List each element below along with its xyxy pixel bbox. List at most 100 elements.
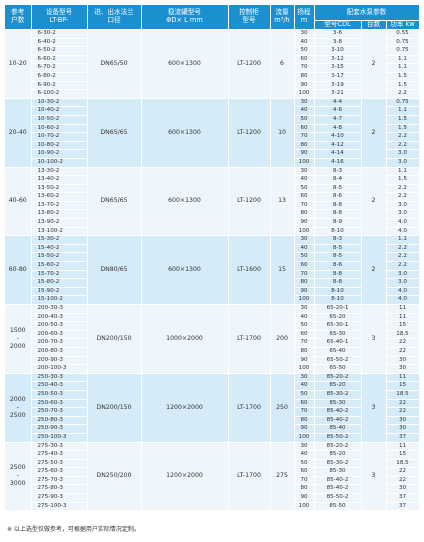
power-cell: 2.2 [386, 252, 420, 263]
header-ref-households: 参考 户数 [5, 5, 32, 30]
header-pump-model: 型号CDL [314, 20, 362, 30]
pump-model-cell: 85-40-2 [314, 407, 362, 417]
head-cell: 30 [294, 97, 315, 108]
table-row: 10-50-2 50 4-7 1.5 [5, 115, 420, 125]
power-cell: 3.0 [386, 270, 420, 280]
head-cell: 90 [294, 424, 315, 434]
power-cell: 1.5 [386, 124, 420, 134]
model-cell: 200-30-3 [31, 304, 88, 314]
power-cell: 37 [386, 493, 420, 503]
model-cell: 10-30-2 [31, 97, 88, 108]
pump-model-cell: 8-10 [314, 295, 362, 305]
model-cell: 275-80-3 [31, 484, 88, 495]
header-pipe: 进、出水法兰 口径 [87, 5, 142, 30]
power-cell: 37 [386, 433, 420, 443]
cabinet-cell: LT-1200 [228, 166, 271, 237]
head-cell: 50 [294, 184, 315, 194]
flow-cell: 275 [270, 441, 295, 512]
power-cell: 11 [386, 441, 420, 452]
model-cell: 200-90-3 [31, 356, 88, 366]
header-pump-group: 配套水泵参数 [314, 5, 420, 21]
head-cell: 90 [294, 356, 315, 366]
ref-households-cell: 2000-2500 [5, 372, 32, 443]
ref-households-cell: 10-20 [5, 29, 32, 99]
model-cell: 250-40-3 [31, 381, 88, 391]
model-cell: 275-100-3 [31, 502, 88, 512]
flow-cell: 15 [270, 235, 295, 305]
pump-model-cell: 8-8 [314, 270, 362, 280]
table-row: 200-40-3 40 65-20 11 [5, 313, 420, 323]
power-cell: 1.1 [386, 63, 420, 73]
model-cell: 200-70-3 [31, 338, 88, 348]
table-row: 6-70-2 70 3-15 1.1 [5, 63, 420, 73]
pump-model-cell: 65-30-1 [314, 321, 362, 331]
pump-model-cell: 8-10 [314, 227, 362, 237]
pump-model-cell: 3-12 [314, 55, 362, 65]
power-cell: 3.0 [386, 149, 420, 159]
pump-model-cell: 8-5 [314, 244, 362, 254]
head-cell: 60 [294, 330, 315, 340]
model-cell: 10-60-2 [31, 124, 88, 134]
table-row: 20-40 10-30-2 DN65/65 600×1300 LT-1200 10 30 4-… [5, 97, 420, 168]
head-cell: 50 [294, 252, 315, 263]
pump-count-cell: 2 [361, 97, 387, 168]
pump-model-cell: 8-8 [314, 201, 362, 211]
pump-model-cell: 3-6 [314, 29, 362, 39]
power-cell: 0.75 [386, 97, 420, 108]
power-cell: 30 [386, 424, 420, 434]
power-cell: 2.2 [386, 184, 420, 194]
head-cell: 100 [294, 433, 315, 443]
head-cell: 80 [294, 72, 315, 82]
head-cell: 60 [294, 55, 315, 65]
pump-model-cell: 3-15 [314, 63, 362, 73]
table-row: 13-50-2 50 8-5 2.2 [5, 184, 420, 194]
table-row: 200-80-3 80 65-40 22 [5, 347, 420, 357]
head-cell: 40 [294, 106, 315, 116]
power-cell: 1.1 [386, 235, 420, 245]
pump-model-cell: 3-8 [314, 38, 362, 48]
pipe-cell: DN65/50 [87, 29, 142, 99]
power-cell: 2.2 [386, 192, 420, 202]
pump-model-cell: 85-30-2 [314, 390, 362, 400]
table-row: 13-80-2 80 8-8 3.0 [5, 209, 420, 220]
head-cell: 70 [294, 476, 315, 486]
power-cell: 0.75 [386, 46, 420, 56]
model-cell: 250-30-3 [31, 372, 88, 383]
power-cell: 22 [386, 347, 420, 357]
head-cell: 90 [294, 218, 315, 228]
power-cell: 4.0 [386, 295, 420, 305]
table-row: 15-80-2 80 8-8 3.0 [5, 278, 420, 288]
head-cell: 40 [294, 450, 315, 460]
pump-model-cell: 4-6 [314, 106, 362, 116]
table-row: 6-40-2 40 3-8 0.75 [5, 38, 420, 48]
power-cell: 18.5 [386, 459, 420, 469]
head-cell: 30 [294, 166, 315, 177]
power-cell: 37 [386, 502, 420, 512]
ref-households-cell: 1500-2000 [5, 304, 32, 374]
power-cell: 1.5 [386, 72, 420, 82]
power-cell: 1.5 [386, 115, 420, 125]
selection-table: 参考 户数 设备型号 LT-BP- 进、出水法兰 口径 稳流罐型号 ΦD× L mm 控… [5, 5, 420, 512]
power-cell: 4.0 [386, 227, 420, 237]
head-cell: 70 [294, 270, 315, 280]
power-cell: 30 [386, 484, 420, 495]
head-cell: 30 [294, 235, 315, 245]
head-cell: 50 [294, 321, 315, 331]
head-cell: 90 [294, 149, 315, 159]
pump-model-cell: 8-8 [314, 209, 362, 220]
power-cell: 22 [386, 467, 420, 477]
model-cell: 10-100-2 [31, 158, 88, 168]
power-cell: 11 [386, 372, 420, 383]
pump-model-cell: 85-20-2 [314, 372, 362, 383]
ref-households-cell: 60-80 [5, 235, 32, 305]
pump-model-cell: 8-6 [314, 261, 362, 271]
flow-cell: 6 [270, 29, 295, 99]
pump-model-cell: 85-30 [314, 467, 362, 477]
power-cell: 11 [386, 313, 420, 323]
model-cell: 10-50-2 [31, 115, 88, 125]
head-cell: 70 [294, 63, 315, 73]
pump-model-cell: 3-17 [314, 72, 362, 82]
table-row: 15-70-2 70 8-8 3.0 [5, 270, 420, 280]
model-cell: 10-70-2 [31, 132, 88, 142]
model-cell: 10-40-2 [31, 106, 88, 116]
